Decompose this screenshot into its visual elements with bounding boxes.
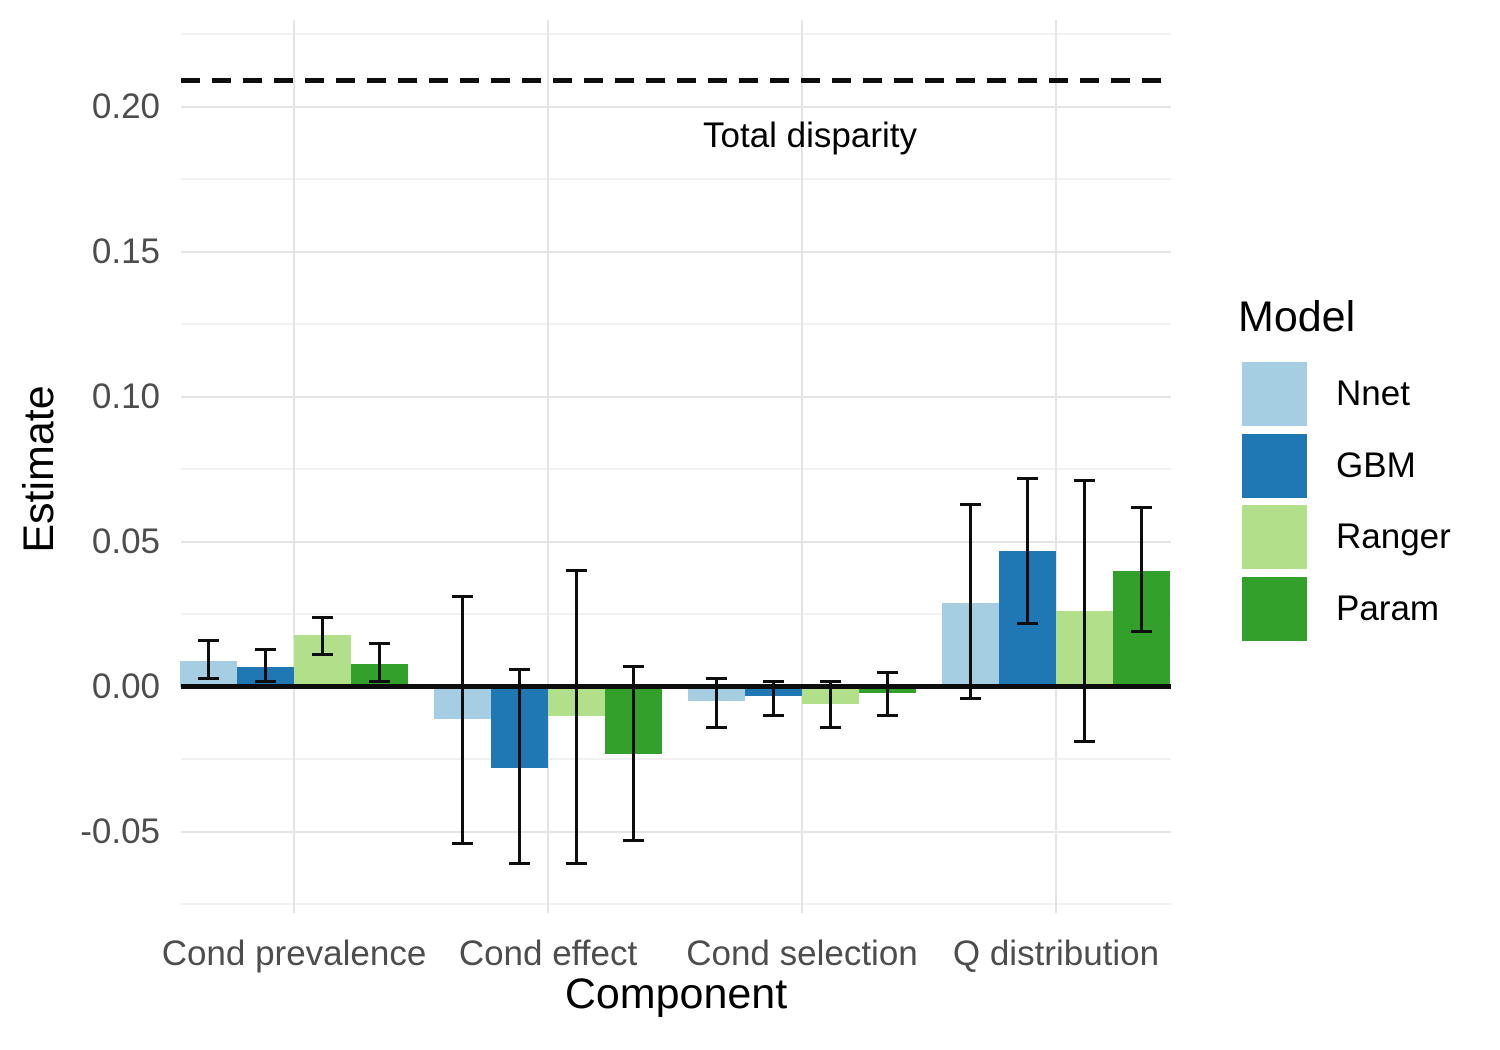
- gridline-vertical: [547, 20, 549, 913]
- gridline-major: [181, 830, 1171, 833]
- error-bar-cap-top: [623, 665, 644, 669]
- error-bar-cap-bottom: [1074, 740, 1095, 744]
- error-bar-cap-bottom: [566, 862, 587, 866]
- error-bar-cap-bottom: [198, 676, 219, 680]
- x-tick-label: Cond prevalence: [161, 934, 427, 973]
- error-bar-cap-bottom: [960, 696, 981, 700]
- error-bar-cap-bottom: [1131, 630, 1152, 634]
- error-bar-cap-bottom: [255, 679, 276, 683]
- error-bar-cap-top: [820, 679, 841, 683]
- reference-line-label: Total disparity: [703, 116, 917, 155]
- error-bar-cap-bottom: [1017, 621, 1038, 625]
- y-tick-label: -0.05: [80, 811, 160, 851]
- gridline-vertical: [1055, 20, 1057, 913]
- total-disparity-dashed-line: [181, 78, 1171, 84]
- legend-label-gbm: GBM: [1336, 445, 1416, 485]
- error-bar-stem: [886, 672, 889, 716]
- gridline-major: [181, 250, 1171, 253]
- error-bar-cap-bottom: [623, 839, 644, 843]
- error-bar-cap-bottom: [706, 725, 727, 729]
- gridline-minor: [181, 178, 1171, 181]
- error-bar-cap-top: [763, 679, 784, 683]
- error-bar-stem: [1140, 507, 1143, 632]
- error-bar-cap-bottom: [763, 714, 784, 718]
- error-bar-stem: [1026, 478, 1029, 624]
- error-bar-cap-bottom: [312, 653, 333, 657]
- error-bar-cap-bottom: [452, 841, 473, 845]
- legend-swatch-nnet: [1242, 362, 1307, 426]
- legend-swatch-ranger: [1242, 505, 1307, 570]
- error-bar-cap-top: [877, 670, 898, 674]
- legend-swatch-param: [1242, 577, 1307, 642]
- x-tick-label: Cond effect: [458, 934, 638, 973]
- gridline-major: [181, 395, 1171, 398]
- gridline-minor: [181, 33, 1171, 36]
- error-bar-stem: [772, 681, 775, 716]
- gridline-major: [181, 540, 1171, 543]
- gridline-minor: [181, 323, 1171, 326]
- error-bar-stem: [378, 643, 381, 682]
- legend-label-param: Param: [1336, 589, 1440, 629]
- error-bar-stem: [518, 669, 521, 864]
- error-bar-cap-top: [706, 676, 727, 680]
- x-tick-label: Cond selection: [686, 934, 918, 973]
- error-bar-cap-bottom: [369, 679, 390, 683]
- error-bar-cap-top: [1131, 505, 1152, 509]
- error-bar-cap-top: [369, 641, 390, 645]
- y-tick-label: 0.20: [91, 86, 160, 126]
- error-bar-cap-bottom: [509, 862, 530, 866]
- error-bar-cap-bottom: [820, 725, 841, 729]
- gridline-minor: [181, 613, 1171, 616]
- legend-label-nnet: Nnet: [1336, 374, 1410, 413]
- error-bar-cap-bottom: [877, 714, 898, 718]
- y-tick-label: 0.05: [91, 521, 160, 561]
- gridline-vertical: [801, 20, 803, 913]
- error-bar-stem: [969, 504, 972, 699]
- error-bar-stem: [264, 649, 267, 682]
- error-bar-cap-top: [452, 595, 473, 599]
- error-bar-cap-top: [198, 638, 219, 642]
- y-tick-label: 0.00: [91, 666, 160, 706]
- error-bar-cap-top: [255, 647, 276, 651]
- error-bar-cap-top: [509, 667, 530, 671]
- gridline-vertical: [293, 20, 295, 913]
- error-bar-stem: [829, 681, 832, 728]
- error-bar-stem: [1083, 480, 1086, 742]
- error-bar-cap-top: [1074, 479, 1095, 483]
- x-tick-label: Q distribution: [952, 934, 1160, 973]
- zero-baseline: [181, 684, 1171, 690]
- error-bar-stem: [321, 617, 324, 655]
- legend-title: Model: [1238, 293, 1356, 341]
- error-bar-cap-top: [312, 615, 333, 619]
- error-bar-stem: [207, 640, 210, 679]
- gridline-minor: [181, 758, 1171, 761]
- error-bar-stem: [575, 570, 578, 864]
- legend-swatch-gbm: [1242, 433, 1307, 498]
- y-axis-title: Estimate: [15, 385, 63, 553]
- legend-label-ranger: Ranger: [1336, 517, 1451, 557]
- gridline-minor: [181, 903, 1171, 906]
- error-bar-cap-top: [960, 502, 981, 506]
- error-bar-cap-top: [566, 569, 587, 573]
- y-tick-label: 0.15: [91, 231, 160, 271]
- error-bar-cap-top: [1017, 476, 1038, 480]
- error-bar-stem: [715, 678, 718, 728]
- x-axis-title: Component: [564, 970, 788, 1018]
- y-tick-label: 0.10: [91, 376, 160, 416]
- error-bar-stem: [632, 666, 635, 841]
- gridline-major: [181, 105, 1171, 108]
- gridline-minor: [181, 468, 1171, 471]
- error-bar-stem: [461, 596, 464, 844]
